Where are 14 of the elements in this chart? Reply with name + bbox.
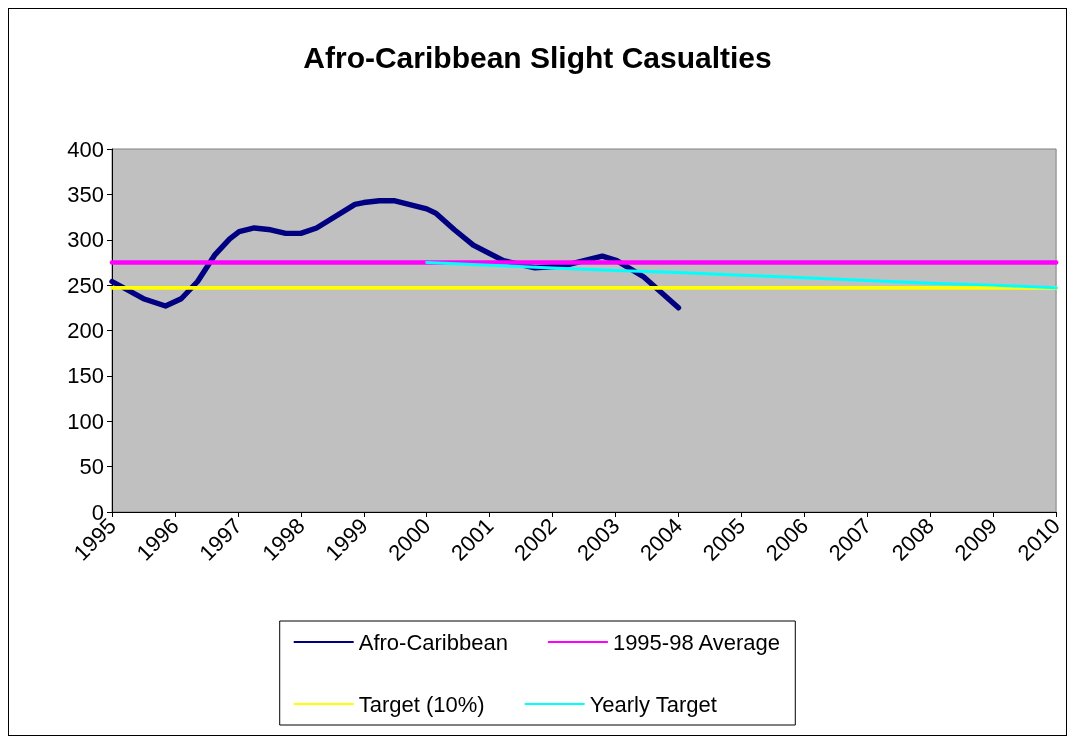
legend-label: Afro-Caribbean [358,629,508,655]
y-tick-label: 200 [67,318,104,343]
y-tick-label: 100 [67,408,104,434]
y-tick-label: 50 [79,454,104,480]
y-tick-label: 350 [67,181,104,207]
y-tick-label: 400 [67,136,104,162]
legend-label: Yearly Target [589,691,717,717]
legend-label: 1995-98 Average [612,629,781,655]
legend-label: Target (10%) [358,691,485,717]
y-tick-label: 300 [67,227,104,253]
chart-title: Afro-Caribbean Slight Casualties [303,40,772,74]
line-series [425,260,1058,290]
y-tick-label: 150 [67,363,104,389]
y-tick-label: 250 [67,272,104,298]
